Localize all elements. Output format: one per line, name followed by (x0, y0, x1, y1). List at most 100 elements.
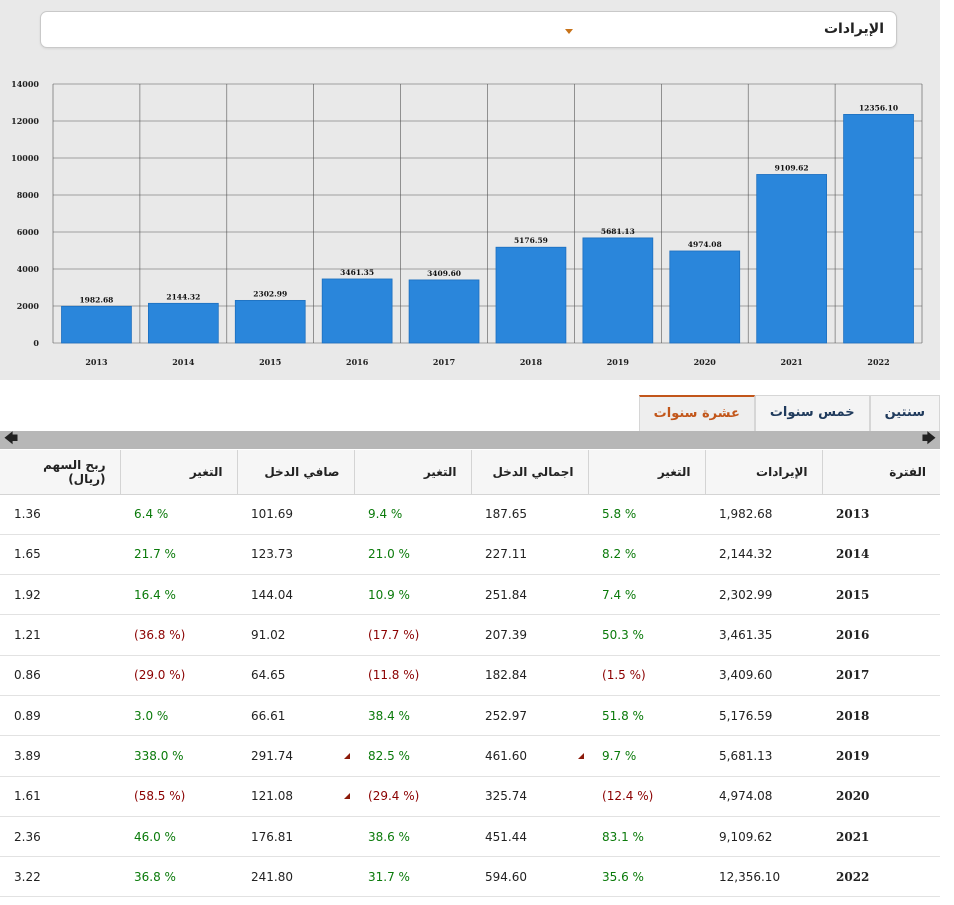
revenue-cell: 2,144.32 (705, 534, 822, 576)
net-change-cell-text: % 36.8 (134, 869, 176, 884)
net-change-cell-text: % 6.4 (134, 507, 169, 522)
revenue-change-cell-text: (% 1.5) (602, 668, 646, 683)
period-cell-text: 2016 (836, 628, 870, 643)
gross-change-cell: % 82.5 (354, 735, 471, 777)
header-gross-income: اجمالي الدخل (470, 450, 588, 495)
revenue-change-cell: % 7.4 (588, 574, 705, 616)
chevron-down-icon[interactable] (565, 29, 573, 34)
net-income-cell: 291.74 (237, 735, 354, 777)
eps-cell: 1.65 (0, 534, 120, 576)
bar-value-label: 3409.60 (427, 269, 461, 278)
gross-change-cell: % 9.4 (354, 494, 471, 535)
revenue-change-cell-text: % 35.6 (602, 869, 644, 884)
revenue-change-cell: % 35.6 (588, 856, 705, 898)
gross-income-cell: 207.39 (471, 614, 588, 656)
eps-cell-text: 2.36 (14, 829, 41, 844)
revenue-change-cell: % 50.3 (588, 614, 705, 656)
gross-change-cell-text: % 82.5 (368, 748, 410, 763)
table-row: 2019 5,681.13 % 9.7 461.60 % 82.5 291.74 % 338… (0, 735, 940, 777)
revenue-change-cell-text: % 8.2 (602, 547, 637, 562)
eps-cell: 2.36 (0, 816, 120, 858)
net-change-cell: % 46.0 (120, 816, 237, 858)
net-change-cell-text: % 338.0 (134, 748, 184, 763)
period-cell-text: 2014 (836, 547, 870, 562)
eps-cell: 0.89 (0, 695, 120, 737)
gross-change-cell-text: % 9.4 (368, 507, 403, 522)
net-change-cell-text: % 46.0 (134, 829, 176, 844)
horizontal-scrollbar[interactable]: 🡄 🡆 (0, 431, 940, 449)
net-change-cell: % 338.0 (120, 735, 237, 777)
eps-cell: 3.89 (0, 735, 120, 777)
gross-change-cell-text: (% 29.4) (368, 789, 420, 804)
tab-0[interactable]: سنتين (869, 395, 940, 431)
period-tabs: سنتين خمس سنوات عشرة سنوات (638, 395, 940, 431)
note-triangle-icon[interactable] (344, 752, 350, 759)
header-revenue: الإيرادات (704, 450, 822, 495)
revenue-cell-text: 1,982.68 (719, 507, 773, 522)
y-tick-label: 10000 (11, 153, 39, 163)
revenue-change-cell-text: % 50.3 (602, 628, 644, 643)
bar (669, 250, 741, 344)
scroll-left-arrow-icon[interactable]: 🡄 (3, 431, 19, 447)
table-row: 2013 1,982.68 % 5.8 187.65 % 9.4 101.69 % 6.4 1… (0, 494, 940, 535)
header-net-income: صافي الدخل (236, 450, 354, 495)
period-cell: 2020 (822, 776, 940, 817)
net-change-cell: % 21.7 (120, 534, 237, 576)
net-income-cell: 123.73 (237, 534, 354, 576)
gross-income-cell-text: 461.60 (485, 748, 527, 763)
tab-2[interactable]: عشرة سنوات (638, 395, 755, 431)
gross-change-cell-text: (% 11.8) (368, 668, 420, 683)
gross-income-cell-text: 187.65 (485, 507, 527, 522)
period-cell-text: 2018 (836, 708, 870, 723)
bar (321, 278, 393, 344)
scroll-right-arrow-icon[interactable]: 🡆 (921, 431, 937, 447)
revenue-change-cell: (% 1.5) (588, 655, 705, 696)
table-row: 2022 12,356.10 % 35.6 594.60 % 31.7 241.80 % 3… (0, 856, 940, 898)
gross-income-cell-text: 251.84 (485, 587, 527, 602)
header-gross-change: التغير (353, 450, 471, 495)
net-change-cell-text: (% 58.5) (134, 789, 186, 804)
note-triangle-icon[interactable] (344, 793, 350, 800)
eps-cell: 1.61 (0, 776, 120, 817)
net-change-cell: % 3.0 (120, 695, 237, 737)
note-triangle-icon[interactable] (578, 752, 584, 759)
revenue-change-cell: % 8.2 (588, 534, 705, 576)
period-cell-text: 2013 (836, 507, 870, 522)
net-income-cell: 66.61 (237, 695, 354, 737)
y-tick-label: 12000 (11, 116, 39, 126)
eps-cell-text: 1.92 (14, 587, 41, 602)
revenue-change-cell: % 5.8 (588, 494, 705, 535)
bar-value-label: 4974.08 (688, 240, 722, 249)
bar-value-label: 1982.68 (79, 295, 113, 304)
net-income-cell: 64.65 (237, 655, 354, 696)
table-row: 2015 2,302.99 % 7.4 251.84 % 10.9 144.04 % 16.… (0, 574, 940, 616)
eps-cell: 0.86 (0, 655, 120, 696)
gross-income-cell: 461.60 (471, 735, 588, 777)
gross-income-cell: 187.65 (471, 494, 588, 535)
table-row: 2018 5,176.59 % 51.8 252.97 % 38.4 66.61 % 3.0… (0, 695, 940, 737)
revenue-cell-text: 9,109.62 (719, 829, 773, 844)
net-change-cell-text: % 3.0 (134, 708, 169, 723)
tab-1[interactable]: خمس سنوات (754, 395, 870, 431)
eps-cell: 1.36 (0, 494, 120, 535)
eps-cell-text: 1.61 (14, 789, 41, 804)
gross-income-cell-text: 207.39 (485, 628, 527, 643)
net-income-cell-text: 64.65 (251, 668, 286, 683)
period-cell-text: 2020 (836, 789, 870, 804)
revenue-cell-text: 3,409.60 (719, 668, 773, 683)
revenue-cell: 9,109.62 (705, 816, 822, 858)
metric-dropdown[interactable]: الإيرادات (40, 11, 897, 48)
bar (234, 299, 306, 344)
gross-change-cell: (% 11.8) (354, 655, 471, 696)
net-income-cell-text: 121.08 (251, 789, 293, 804)
net-change-cell-text: (% 29.0) (134, 668, 186, 683)
revenue-cell: 5,176.59 (705, 695, 822, 737)
gross-change-cell: % 38.6 (354, 816, 471, 858)
table-row: 2014 2,144.32 % 8.2 227.11 % 21.0 123.73 % 21.… (0, 534, 940, 576)
chart-panel: الإيرادات 0 2000 4000 6000 8000 10000 12000 140… (0, 0, 940, 380)
period-cell-text: 2019 (836, 748, 870, 763)
gross-income-cell: 594.60 (471, 856, 588, 898)
net-income-cell-text: 144.04 (251, 587, 293, 602)
gross-change-cell-text: (% 17.7) (368, 628, 420, 643)
net-change-cell-text: (% 36.8) (134, 628, 186, 643)
